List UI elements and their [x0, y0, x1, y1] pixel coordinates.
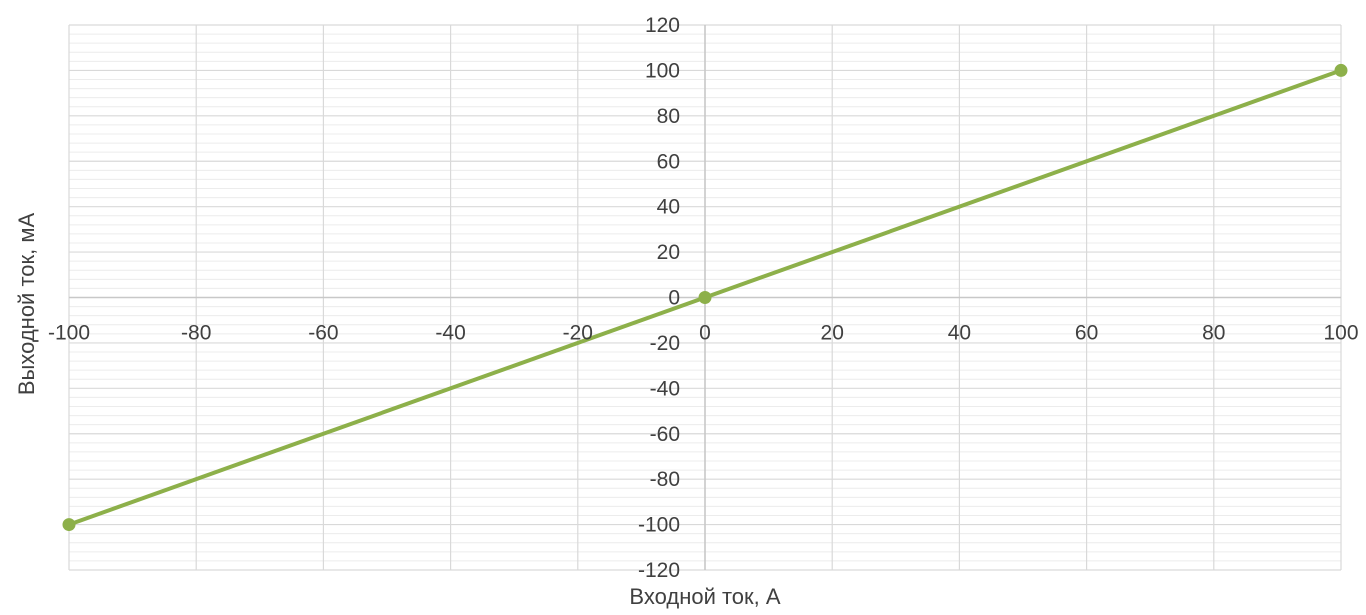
y-tick-label: -120	[638, 559, 680, 582]
series-layer	[62, 63, 1348, 532]
y-axis-title: Выходной ток, мА	[14, 213, 39, 396]
x-tick-label: -20	[563, 322, 593, 345]
x-tick-label: 60	[1075, 322, 1098, 345]
x-tick-label: -100	[48, 322, 90, 345]
y-tick-label: -20	[650, 332, 680, 355]
tick-labels: 120 100 80 60 40 20 0 -20 -40 -60 -80 -100 -120 -100 -…	[48, 14, 1359, 582]
x-tick-label: 100	[1323, 322, 1358, 345]
x-tick-label: 20	[821, 322, 844, 345]
x-tick-label: -40	[435, 322, 465, 345]
x-tick-label: -60	[308, 322, 338, 345]
y-tick-label: 40	[657, 196, 680, 219]
data-point	[62, 518, 76, 532]
y-tick-label: -80	[650, 468, 680, 491]
y-tick-label: 20	[657, 241, 680, 264]
x-tick-label: 40	[948, 322, 971, 345]
x-tick-label: -80	[181, 322, 211, 345]
x-tick-label: 80	[1202, 322, 1225, 345]
y-tick-label: 100	[645, 59, 680, 82]
y-tick-label: 80	[657, 105, 680, 128]
x-tick-label: 0	[699, 322, 711, 345]
data-point	[698, 291, 712, 304]
data-point	[1334, 63, 1348, 77]
y-tick-label: -60	[650, 423, 680, 446]
y-tick-label: 60	[657, 150, 680, 173]
y-tick-label: 0	[668, 287, 680, 310]
y-tick-label: 120	[645, 14, 680, 37]
y-tick-label: -100	[638, 514, 680, 537]
x-axis-title: Входной ток, А	[629, 584, 780, 609]
y-tick-label: -40	[650, 377, 680, 400]
